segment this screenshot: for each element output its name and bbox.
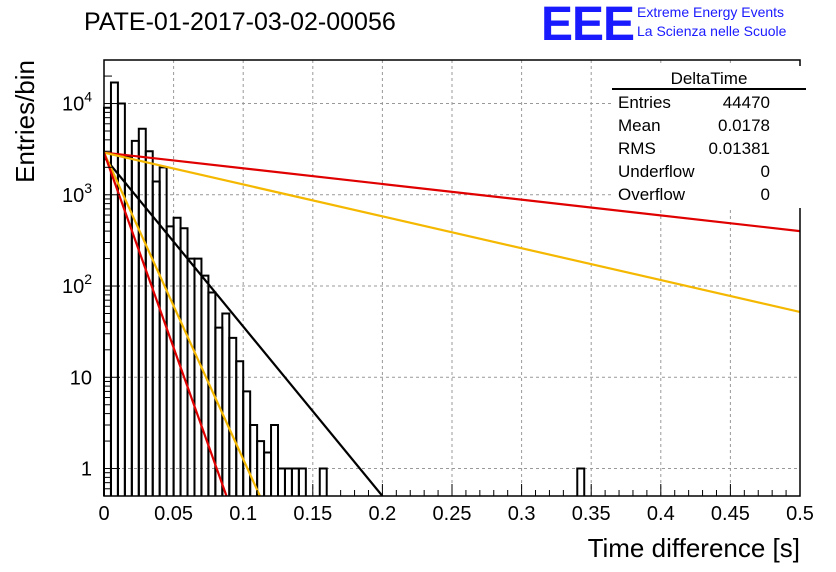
fit-curve <box>104 152 261 496</box>
x-tick-label: 0.45 <box>711 503 750 525</box>
eee-logo: EEE <box>541 0 635 51</box>
histogram-bin <box>109 81 119 496</box>
histogram-bin <box>318 467 328 496</box>
stats-row-underflow: Underflow 0 <box>618 162 770 184</box>
stats-label: Entries <box>618 93 671 112</box>
stats-label: Underflow <box>618 162 695 181</box>
histogram-bin <box>263 451 273 496</box>
histogram-bin <box>283 467 293 496</box>
fit-curve <box>104 151 800 233</box>
histogram-bin <box>277 467 286 496</box>
x-tick-label: 0.25 <box>433 503 472 525</box>
y-tick-label: 10 <box>70 367 92 389</box>
stats-value: 0.0178 <box>718 116 770 135</box>
histogram-bin <box>576 467 586 496</box>
x-tick-label: 0.3 <box>508 503 536 525</box>
histogram-bin <box>297 467 307 496</box>
x-tick-label: 0.2 <box>368 503 396 525</box>
stats-label: Mean <box>618 116 661 135</box>
x-axis-title: Time difference [s] <box>588 533 800 563</box>
histogram-bin <box>144 150 154 496</box>
stats-value: 0 <box>760 162 770 181</box>
histogram-bin <box>116 102 126 496</box>
logo-line-2: La Scienza nelle Scuole <box>637 23 787 39</box>
stats-divider <box>612 88 806 90</box>
x-tick-label: 0 <box>98 503 109 525</box>
histogram-bin <box>228 336 238 496</box>
histogram-bin <box>179 227 189 496</box>
stats-box: DeltaTime Entries 44470 Mean 0.0178 RMS … <box>612 66 806 208</box>
stats-title: DeltaTime <box>670 69 748 88</box>
y-tick-label: 104 <box>62 89 92 116</box>
histogram-bin <box>165 225 175 496</box>
y-axis-title: Entries/bin <box>10 60 40 183</box>
stats-value: 0.01381 <box>708 139 770 158</box>
histogram-bin <box>235 360 245 496</box>
stats-value: 0 <box>760 185 770 204</box>
x-tick-label: 0.1 <box>229 503 257 525</box>
stats-row-entries: Entries 44470 <box>618 93 770 115</box>
stats-row-rms: RMS 0.01381 <box>618 139 770 161</box>
chart-title: PATE-01-2017-03-02-00056 <box>84 8 396 36</box>
logo-line-1: Extreme Energy Events <box>637 4 785 20</box>
stats-row-overflow: Overflow 0 <box>618 185 770 207</box>
stats-row-mean: Mean 0.0178 <box>618 116 770 138</box>
x-tick-label: 0.35 <box>572 503 611 525</box>
fit-curve <box>104 151 800 314</box>
histogram-bin <box>200 274 210 496</box>
histogram-bin <box>290 467 300 496</box>
fit-curve <box>104 156 384 496</box>
histogram-bin <box>151 180 161 496</box>
x-tick-label: 0.5 <box>786 503 814 525</box>
x-tick-label: 0.05 <box>154 503 193 525</box>
x-tick-label: 0.15 <box>293 503 332 525</box>
histogram-bin <box>158 166 168 496</box>
histogram-bin <box>242 390 252 496</box>
y-tick-label: 102 <box>62 271 92 298</box>
fit-curve <box>104 152 228 496</box>
y-tick-label: 103 <box>62 180 92 207</box>
histogram-bin <box>137 127 147 496</box>
x-tick-label: 0.4 <box>647 503 675 525</box>
stats-value: 44470 <box>722 93 770 112</box>
y-tick-label: 1 <box>81 459 92 481</box>
histogram-bin <box>270 423 279 496</box>
stats-label: Overflow <box>618 185 686 204</box>
stats-label: RMS <box>618 139 656 158</box>
